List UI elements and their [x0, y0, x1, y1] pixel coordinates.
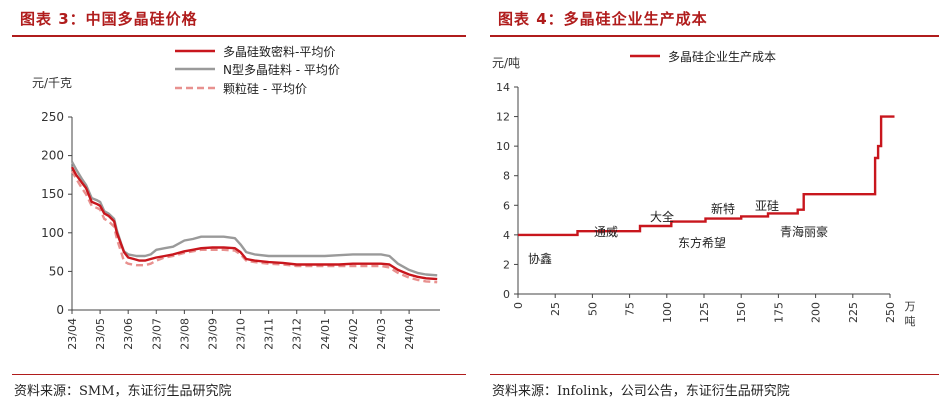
y-tick-label: 2	[503, 258, 510, 271]
polysilicon-price-chart: 元/千克 0 50 100 150 200 250 23/04 23/05 23/06 23/07 2…	[32, 44, 440, 350]
y-tick-label: 150	[41, 187, 64, 201]
right-bottom-rule	[490, 374, 939, 375]
x-axis-unit-part: 万	[905, 300, 916, 313]
production-cost-chart: 元/吨 0 2 4 6 8 10 12 14 0 25 50 75 100 125 150 175 200 225 2…	[492, 49, 916, 328]
y-tick-label: 4	[503, 229, 510, 242]
x-tick-label: 100	[661, 302, 674, 323]
x-tick-label: 23/05	[94, 318, 107, 350]
x-tick-label: 125	[698, 302, 711, 323]
company-label: 新特	[711, 201, 735, 216]
x-tick-label: 24/04	[403, 318, 416, 350]
x-tick-label: 23/08	[178, 318, 191, 350]
series-line-0	[70, 166, 438, 281]
x-tick-label: 0	[512, 302, 525, 309]
x-tick-label: 225	[847, 302, 860, 323]
y-tick-label: 14	[496, 81, 510, 94]
x-tick-label: 23/04	[66, 318, 79, 350]
x-tick-label: 23/07	[150, 318, 163, 350]
x-tick-label: 23/11	[263, 318, 276, 350]
left-top-rule	[12, 35, 466, 37]
y-axis-unit: 元/吨	[492, 56, 520, 70]
y-tick-label: 0	[503, 288, 510, 301]
x-tick-label: 23/10	[235, 318, 248, 350]
left-panel: 图表 3：中国多晶硅价格 元/千克 0 50 100 150 200 250 23/04 23/…	[0, 0, 470, 411]
x-tick-label: 250	[884, 302, 897, 323]
x-tick-label: 150	[735, 302, 748, 323]
company-label: 大全	[650, 209, 674, 224]
x-tick-label: 24/01	[319, 318, 332, 350]
x-tick-label: 25	[549, 302, 562, 316]
right-top-rule	[490, 35, 939, 37]
y-tick-label: 10	[496, 140, 510, 153]
y-tick-label: 50	[49, 264, 64, 278]
y-tick-label: 200	[41, 149, 64, 163]
series-line-2	[70, 170, 438, 284]
x-tick-label: 75	[624, 302, 637, 316]
x-tick-label: 50	[586, 302, 599, 316]
left-source-note: 资料来源：SMM，东证衍生品研究院	[14, 384, 232, 399]
x-tick-label: 24/03	[375, 318, 388, 350]
right-figure-title: 图表 4：多晶硅企业生产成本	[498, 10, 708, 28]
left-bottom-rule	[12, 374, 466, 375]
y-tick-label: 8	[503, 170, 510, 183]
x-tick-label: 23/12	[291, 318, 304, 350]
x-axis-unit: 万吨	[905, 300, 916, 328]
x-tick-label: 24/02	[347, 318, 360, 350]
company-label: 东方希望	[678, 235, 726, 250]
y-tick-label: 6	[503, 199, 510, 212]
legend-label: 颗粒硅 - 平均价	[223, 81, 307, 96]
y-tick-label: 12	[496, 111, 510, 124]
x-tick-label: 23/09	[206, 318, 219, 350]
x-axis-unit-part: 吨	[905, 315, 916, 328]
company-label: 通威	[594, 225, 618, 239]
legend-label: 多晶硅致密料-平均价	[223, 44, 335, 59]
series-line-1	[70, 161, 438, 277]
company-label: 协鑫	[528, 251, 552, 266]
y-axis-unit: 元/千克	[32, 76, 72, 90]
x-tick-label: 23/06	[122, 318, 135, 350]
company-label: 亚硅	[755, 199, 779, 213]
company-label: 青海丽豪	[780, 224, 828, 239]
legend-label: 多晶硅企业生产成本	[668, 49, 776, 64]
left-figure-title: 图表 3：中国多晶硅价格	[20, 10, 198, 28]
cost-curve-line	[518, 115, 895, 237]
right-panel: 图表 4：多晶硅企业生产成本 元/吨 0 2 4 6 8 10 12 14 0 25 50 75 100 1…	[478, 0, 943, 411]
y-tick-label: 250	[41, 110, 64, 124]
right-source-note: 资料来源：Infolink，公司公告，东证衍生品研究院	[492, 384, 790, 399]
y-tick-label: 0	[56, 303, 64, 317]
x-tick-label: 175	[772, 302, 785, 323]
x-tick-label: 200	[810, 302, 823, 323]
y-tick-label: 100	[41, 226, 64, 240]
legend-label: N型多晶硅料 - 平均价	[223, 63, 340, 77]
